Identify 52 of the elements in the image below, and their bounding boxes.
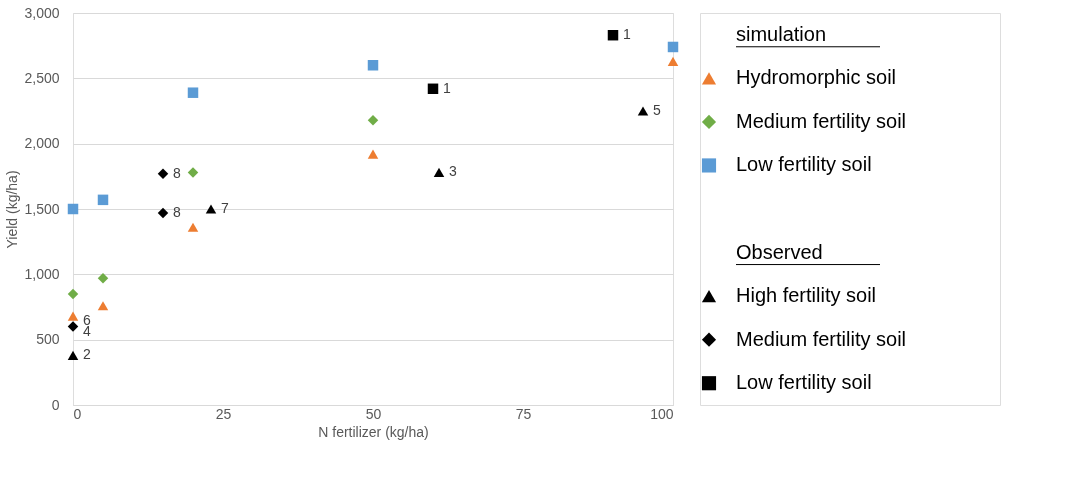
x-tick-label: 100	[650, 405, 674, 422]
point	[67, 350, 79, 360]
point	[97, 273, 109, 284]
legend-label: High fertility soil	[736, 284, 877, 307]
point	[667, 56, 679, 66]
point	[367, 114, 379, 126]
legend-label: Low fertility soil	[736, 371, 872, 394]
point	[67, 311, 79, 321]
point	[367, 60, 379, 71]
text: Observed	[736, 240, 823, 263]
x-tick-label: 75	[515, 405, 532, 422]
y-tick-label: 3,000	[24, 4, 60, 21]
legend-label: Low fertility soil	[736, 153, 872, 176]
point	[607, 29, 619, 41]
point	[637, 106, 649, 116]
point	[667, 41, 679, 53]
x-axis-title: N fertilizer (kg/ha)	[318, 423, 429, 440]
x-tick-label: 0	[73, 405, 82, 422]
annotation: 3	[449, 163, 457, 180]
y-tick-label: 500	[36, 331, 60, 348]
annotation: 2	[83, 346, 91, 363]
point	[157, 207, 169, 219]
y-axis-title: Yield (kg/ha)	[4, 170, 21, 249]
point	[187, 167, 199, 178]
point	[97, 194, 109, 206]
annotation: 8	[173, 203, 181, 220]
legend-label: Medium fertility soil	[736, 109, 907, 132]
annotation: 1	[623, 26, 631, 43]
point	[157, 168, 169, 179]
point	[205, 204, 217, 214]
point	[67, 203, 79, 215]
x-tick-label: 25	[215, 405, 232, 422]
point	[97, 301, 109, 311]
annotation: 1	[443, 79, 451, 96]
annotation: 8	[173, 164, 181, 181]
point	[427, 83, 439, 95]
annotation: 5	[653, 102, 661, 118]
point	[187, 87, 199, 98]
x-tick-label: 50	[365, 405, 382, 422]
y-tick-label: 2,500	[24, 69, 60, 86]
point	[187, 222, 199, 232]
y-tick-label: 1,000	[24, 265, 60, 282]
point	[367, 149, 379, 159]
legend-label: Medium fertility soil	[736, 327, 907, 350]
point	[433, 167, 445, 177]
y-tick-label: 2,000	[24, 135, 60, 152]
text: simulation	[736, 22, 827, 45]
point	[67, 321, 79, 332]
y-tick-label: 1,500	[24, 200, 60, 217]
legend-label: Hydromorphic soil	[736, 66, 897, 89]
point	[67, 288, 79, 300]
annotation: 7	[221, 200, 229, 216]
